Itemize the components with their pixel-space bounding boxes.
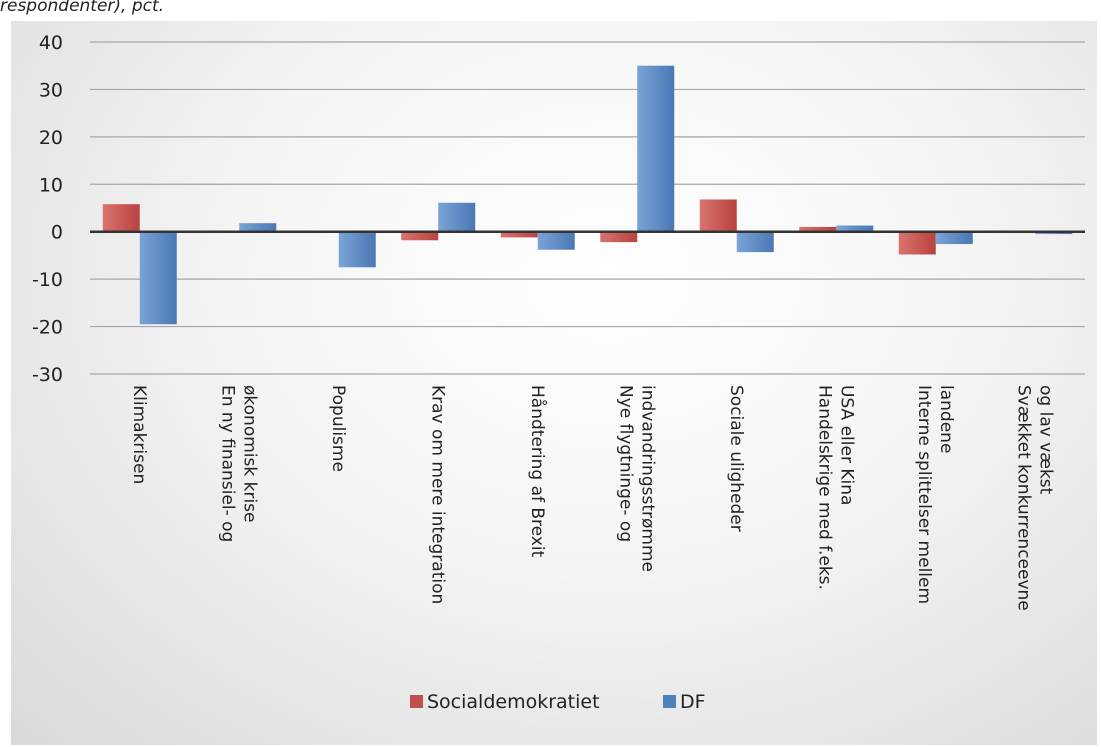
category-label: En ny finansiel- og økonomisk krise [217, 385, 259, 542]
category-label-line: En ny finansiel- og [217, 385, 237, 542]
chart-caption: respondenter), pct. [0, 0, 165, 16]
y-tick-label: 20 [39, 127, 63, 149]
bar-socialdemokratiet [401, 231, 439, 241]
category-label: Populisme [328, 385, 348, 472]
bar-df [139, 231, 177, 325]
category-label-line: Interne splittelser mellem [914, 385, 934, 604]
bar-df [736, 231, 774, 253]
category-label: Sociale uligheder [726, 385, 746, 532]
category-label-line: Sociale uligheder [726, 385, 746, 532]
legend-swatch [410, 695, 423, 708]
bar-socialdemokratiet [799, 226, 837, 232]
bar-df [637, 65, 675, 232]
category-label: Klimakrisen [129, 385, 149, 484]
category-label-line: Håndtering af Brexit [527, 385, 548, 558]
category-label: Nye flygtninge- og indvandringsstrømme [615, 385, 657, 572]
category-label-line: indvandringsstrømme [637, 385, 657, 572]
y-tick-label: 0 [51, 222, 63, 244]
category-label: Handelskrige med f.eks. USA eller Kina [814, 385, 856, 590]
y-tick-label: -10 [32, 269, 63, 291]
chart-area: 40 30 20 10 0 -10 -20 -30 Klimakrisen En ny fina… [11, 21, 1097, 745]
category-label: Svækket konkurrenceevne og lav vækst [1013, 385, 1055, 611]
y-tick-label: -30 [32, 364, 63, 386]
y-tick-label: 30 [39, 79, 63, 101]
bar-df [338, 231, 376, 268]
bar-socialdemokratiet [898, 231, 936, 255]
category-label-line: Krav om mere integration [427, 385, 447, 604]
category-label-line: landene [936, 385, 956, 453]
bar-chart: 40 30 20 10 0 -10 -20 -30 Klimakrisen En ny fina… [32, 32, 1085, 713]
bar-socialdemokratiet [699, 199, 737, 232]
bar-df [935, 231, 973, 245]
category-label: Håndtering af Brexit [527, 385, 548, 558]
legend-label: DF [680, 691, 706, 713]
category-label-line: USA eller Kina [836, 385, 856, 505]
y-tick-label: 40 [39, 32, 63, 54]
category-label: Krav om mere integration [427, 385, 447, 604]
bar-socialdemokratiet [600, 231, 638, 243]
bar-df [239, 223, 277, 232]
category-label-line: Handelskrige med f.eks. [814, 385, 834, 590]
category-label-line: Nye flygtninge- og [615, 385, 635, 542]
bar-df [836, 225, 874, 232]
bar-df [537, 231, 575, 250]
bar-socialdemokratiet [102, 204, 140, 232]
y-tick-label: -20 [32, 317, 63, 339]
category-label-line: og lav vækst [1035, 385, 1055, 495]
legend-label: Socialdemokratiet [427, 691, 600, 713]
category-label-line: Svækket konkurrenceevne [1013, 385, 1033, 611]
category-label-line: økonomisk krise [239, 385, 259, 522]
category-label: Interne splittelser mellem landene [914, 385, 956, 604]
category-label-line: Klimakrisen [129, 385, 149, 484]
bar-df [438, 202, 476, 232]
bar-socialdemokratiet [500, 231, 538, 238]
category-label-line: Populisme [328, 385, 348, 472]
legend-swatch [663, 695, 676, 708]
y-tick-label: 10 [39, 174, 63, 196]
